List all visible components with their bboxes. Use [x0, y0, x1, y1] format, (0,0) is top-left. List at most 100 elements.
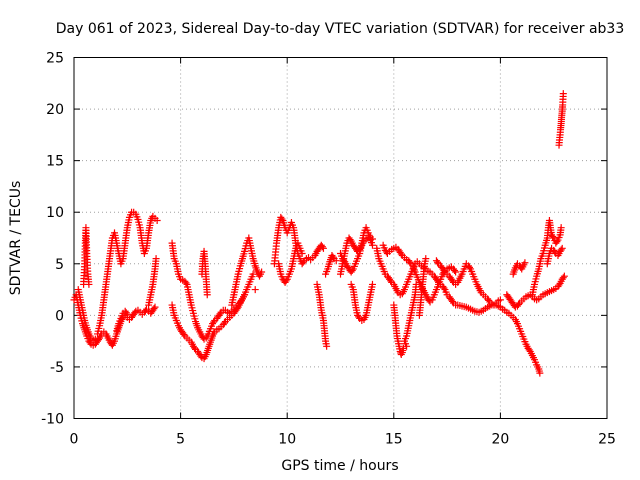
data-point: [323, 342, 331, 350]
series-b: [74, 286, 99, 344]
data-points: [70, 90, 568, 377]
data-point: [123, 310, 131, 318]
x-axis-label: GPS time / hours: [281, 458, 398, 474]
data-point: [525, 346, 533, 354]
series-d: [93, 208, 161, 338]
y-tick-label: 20: [46, 102, 64, 118]
grid-lines: [74, 57, 607, 419]
data-point: [368, 241, 376, 249]
data-point: [258, 268, 266, 276]
data-point: [448, 297, 456, 305]
data-point: [216, 310, 224, 318]
series-e: [113, 307, 131, 335]
series-z: [503, 272, 568, 311]
series-o: [322, 252, 340, 278]
y-tick-label: 15: [46, 154, 64, 170]
data-point: [515, 301, 523, 309]
y-tick-label: -10: [41, 412, 64, 428]
data-point: [91, 335, 99, 343]
series-l: [270, 213, 327, 268]
data-point: [122, 309, 130, 317]
data-point: [182, 279, 190, 287]
data-point: [440, 284, 448, 292]
data-point: [329, 253, 337, 261]
data-point: [152, 255, 160, 263]
data-point: [549, 232, 557, 240]
y-tick-label: -5: [50, 360, 64, 376]
x-tick-label: 25: [598, 432, 616, 448]
series-ac: [543, 244, 566, 268]
data-point: [332, 257, 340, 265]
y-tick-label: 25: [46, 51, 64, 67]
plot-border: [73, 57, 608, 419]
data-point: [558, 244, 566, 252]
data-point: [233, 305, 241, 313]
data-point: [241, 291, 249, 299]
data-point: [298, 249, 306, 257]
x-tick-label: 0: [70, 432, 79, 448]
data-point: [299, 258, 307, 266]
series-v: [400, 280, 420, 350]
data-point: [521, 259, 529, 267]
x-tick-labels: 0 5 10 15 20 25: [70, 432, 616, 448]
series-r: [347, 280, 376, 325]
x-tick-label: 10: [278, 432, 296, 448]
data-point: [251, 286, 259, 294]
series-f: [145, 255, 160, 309]
data-point: [452, 268, 460, 276]
data-point: [559, 274, 567, 282]
data-point: [203, 291, 211, 299]
data-point: [434, 258, 442, 266]
data-point: [397, 250, 405, 258]
data-point: [406, 258, 414, 266]
data-point: [346, 236, 354, 244]
data-point: [440, 266, 448, 274]
data-point: [85, 280, 93, 288]
series-ad: [555, 90, 567, 149]
chart-title: Day 061 of 2023, Sidereal Day-to-day VTE…: [56, 21, 625, 37]
series-j: [228, 234, 266, 309]
data-point: [153, 216, 161, 224]
data-point: [318, 243, 326, 251]
data-point: [496, 296, 504, 304]
data-point: [278, 215, 286, 223]
data-point: [180, 330, 188, 338]
series-x: [432, 257, 504, 309]
series-n: [313, 280, 331, 350]
series-m: [275, 239, 306, 286]
data-point: [559, 90, 567, 98]
x-tick-label: 20: [491, 432, 509, 448]
x-tick-label: 15: [385, 432, 403, 448]
data-point: [485, 296, 493, 304]
data-point: [151, 303, 159, 311]
series-aa: [509, 259, 529, 278]
data-point: [340, 256, 348, 264]
data-point: [348, 266, 356, 274]
data-point: [190, 344, 198, 352]
series-c: [80, 224, 93, 288]
series-w: [415, 255, 430, 319]
data-point: [387, 277, 395, 285]
data-point: [553, 238, 561, 246]
series-y: [496, 303, 544, 377]
series-q: [337, 224, 376, 276]
data-point: [448, 277, 456, 285]
data-point: [210, 318, 218, 326]
y-tick-label: 0: [55, 308, 64, 324]
y-tick-label: 5: [55, 257, 64, 273]
data-point: [555, 281, 563, 289]
data-point: [560, 272, 568, 280]
series-u: [390, 301, 407, 359]
data-point: [412, 280, 420, 288]
y-tick-labels: -10 -5 0 5 10 15 20 25: [41, 51, 64, 428]
data-point: [220, 319, 228, 327]
data-point: [557, 224, 565, 232]
data-point: [355, 313, 363, 321]
series-i: [198, 247, 211, 299]
axis-ticks: [73, 57, 608, 419]
y-axis-label: SDTVAR / TECUs: [8, 181, 24, 296]
data-point: [368, 280, 376, 288]
series-k: [251, 286, 259, 294]
y-tick-label: 10: [46, 205, 64, 221]
data-point: [451, 266, 459, 274]
